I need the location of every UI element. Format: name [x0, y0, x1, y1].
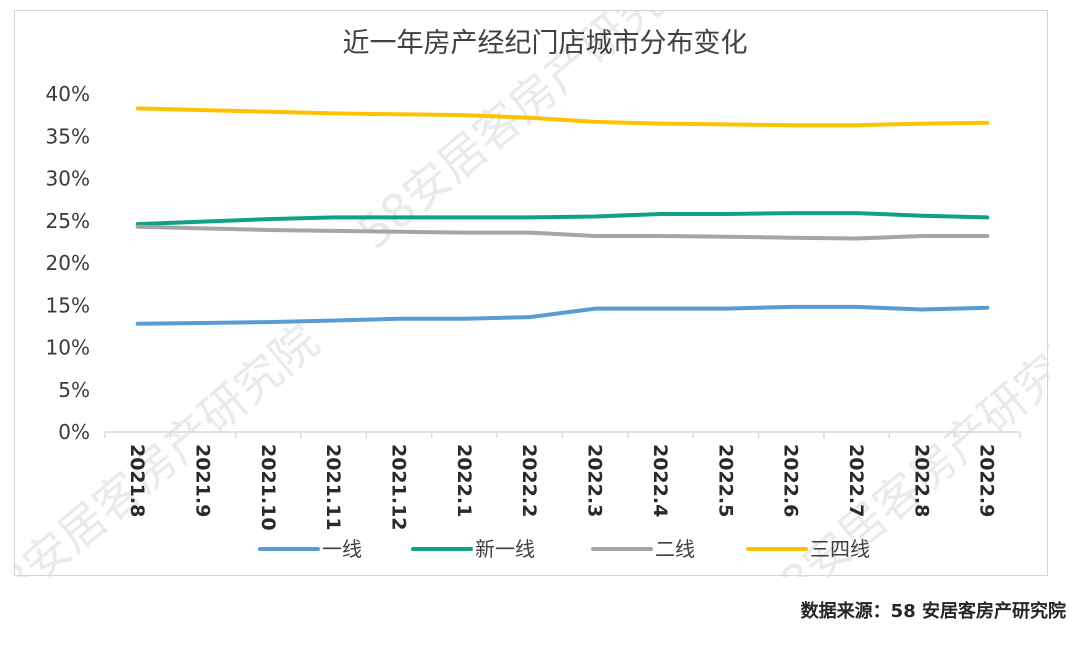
x-tick-label: 2021.11	[322, 444, 344, 531]
x-tick-label: 2022.8	[910, 444, 932, 517]
series-line	[135, 106, 990, 128]
x-tick-label: 2021.10	[257, 444, 279, 531]
legend-label: 二线	[655, 537, 695, 561]
legend-label: 一线	[322, 537, 362, 561]
x-tick-label: 2022.5	[714, 444, 736, 517]
x-tick-label: 2021.8	[126, 444, 148, 517]
source-note: 数据来源：58 安居客房产研究院	[800, 601, 1066, 622]
legend-label: 新一线	[475, 537, 535, 561]
y-tick-label: 10%	[46, 336, 90, 360]
x-tick-label: 2022.1	[453, 444, 475, 517]
x-tick-label: 2021.9	[191, 444, 213, 517]
x-tick-label: 2022.4	[649, 444, 671, 517]
x-tick-label: 2022.7	[845, 444, 867, 517]
chart-title: 近一年房产经纪门店城市分布变化	[343, 28, 748, 59]
series-line	[135, 304, 990, 326]
legend: 一线 新一线 二线 三四线	[258, 537, 870, 561]
y-tick-label: 35%	[46, 124, 90, 148]
x-tick-label: 2021.12	[387, 444, 409, 531]
chart-frame: 58安居客房产研究院 58安居客房产研究院 58安居客房产研究院 近一年房产经纪门店…	[14, 10, 1049, 577]
y-tick-label: 5%	[58, 378, 90, 402]
x-tick-label: 2022.3	[584, 444, 606, 517]
x-tick-label: 2022.9	[976, 444, 998, 517]
x-axis: 2021.8 2021.9 2021.10 2021.11 2021.12 2022.1 2…	[104, 432, 1021, 531]
series-line	[135, 211, 990, 227]
x-tick-label: 2022.6	[780, 444, 802, 517]
y-tick-label: 15%	[46, 293, 90, 317]
x-tick-label: 2022.2	[518, 444, 540, 517]
series-lines	[135, 106, 990, 326]
series-line	[135, 224, 990, 241]
legend-label: 三四线	[810, 537, 870, 561]
y-tick-label: 20%	[46, 251, 90, 275]
y-axis: 0% 5% 10% 15% 20% 25% 30% 35% 40%	[46, 82, 90, 444]
y-tick-label: 25%	[46, 209, 90, 233]
y-tick-label: 40%	[46, 82, 90, 106]
y-tick-label: 30%	[46, 167, 90, 191]
y-tick-label: 0%	[58, 420, 90, 444]
